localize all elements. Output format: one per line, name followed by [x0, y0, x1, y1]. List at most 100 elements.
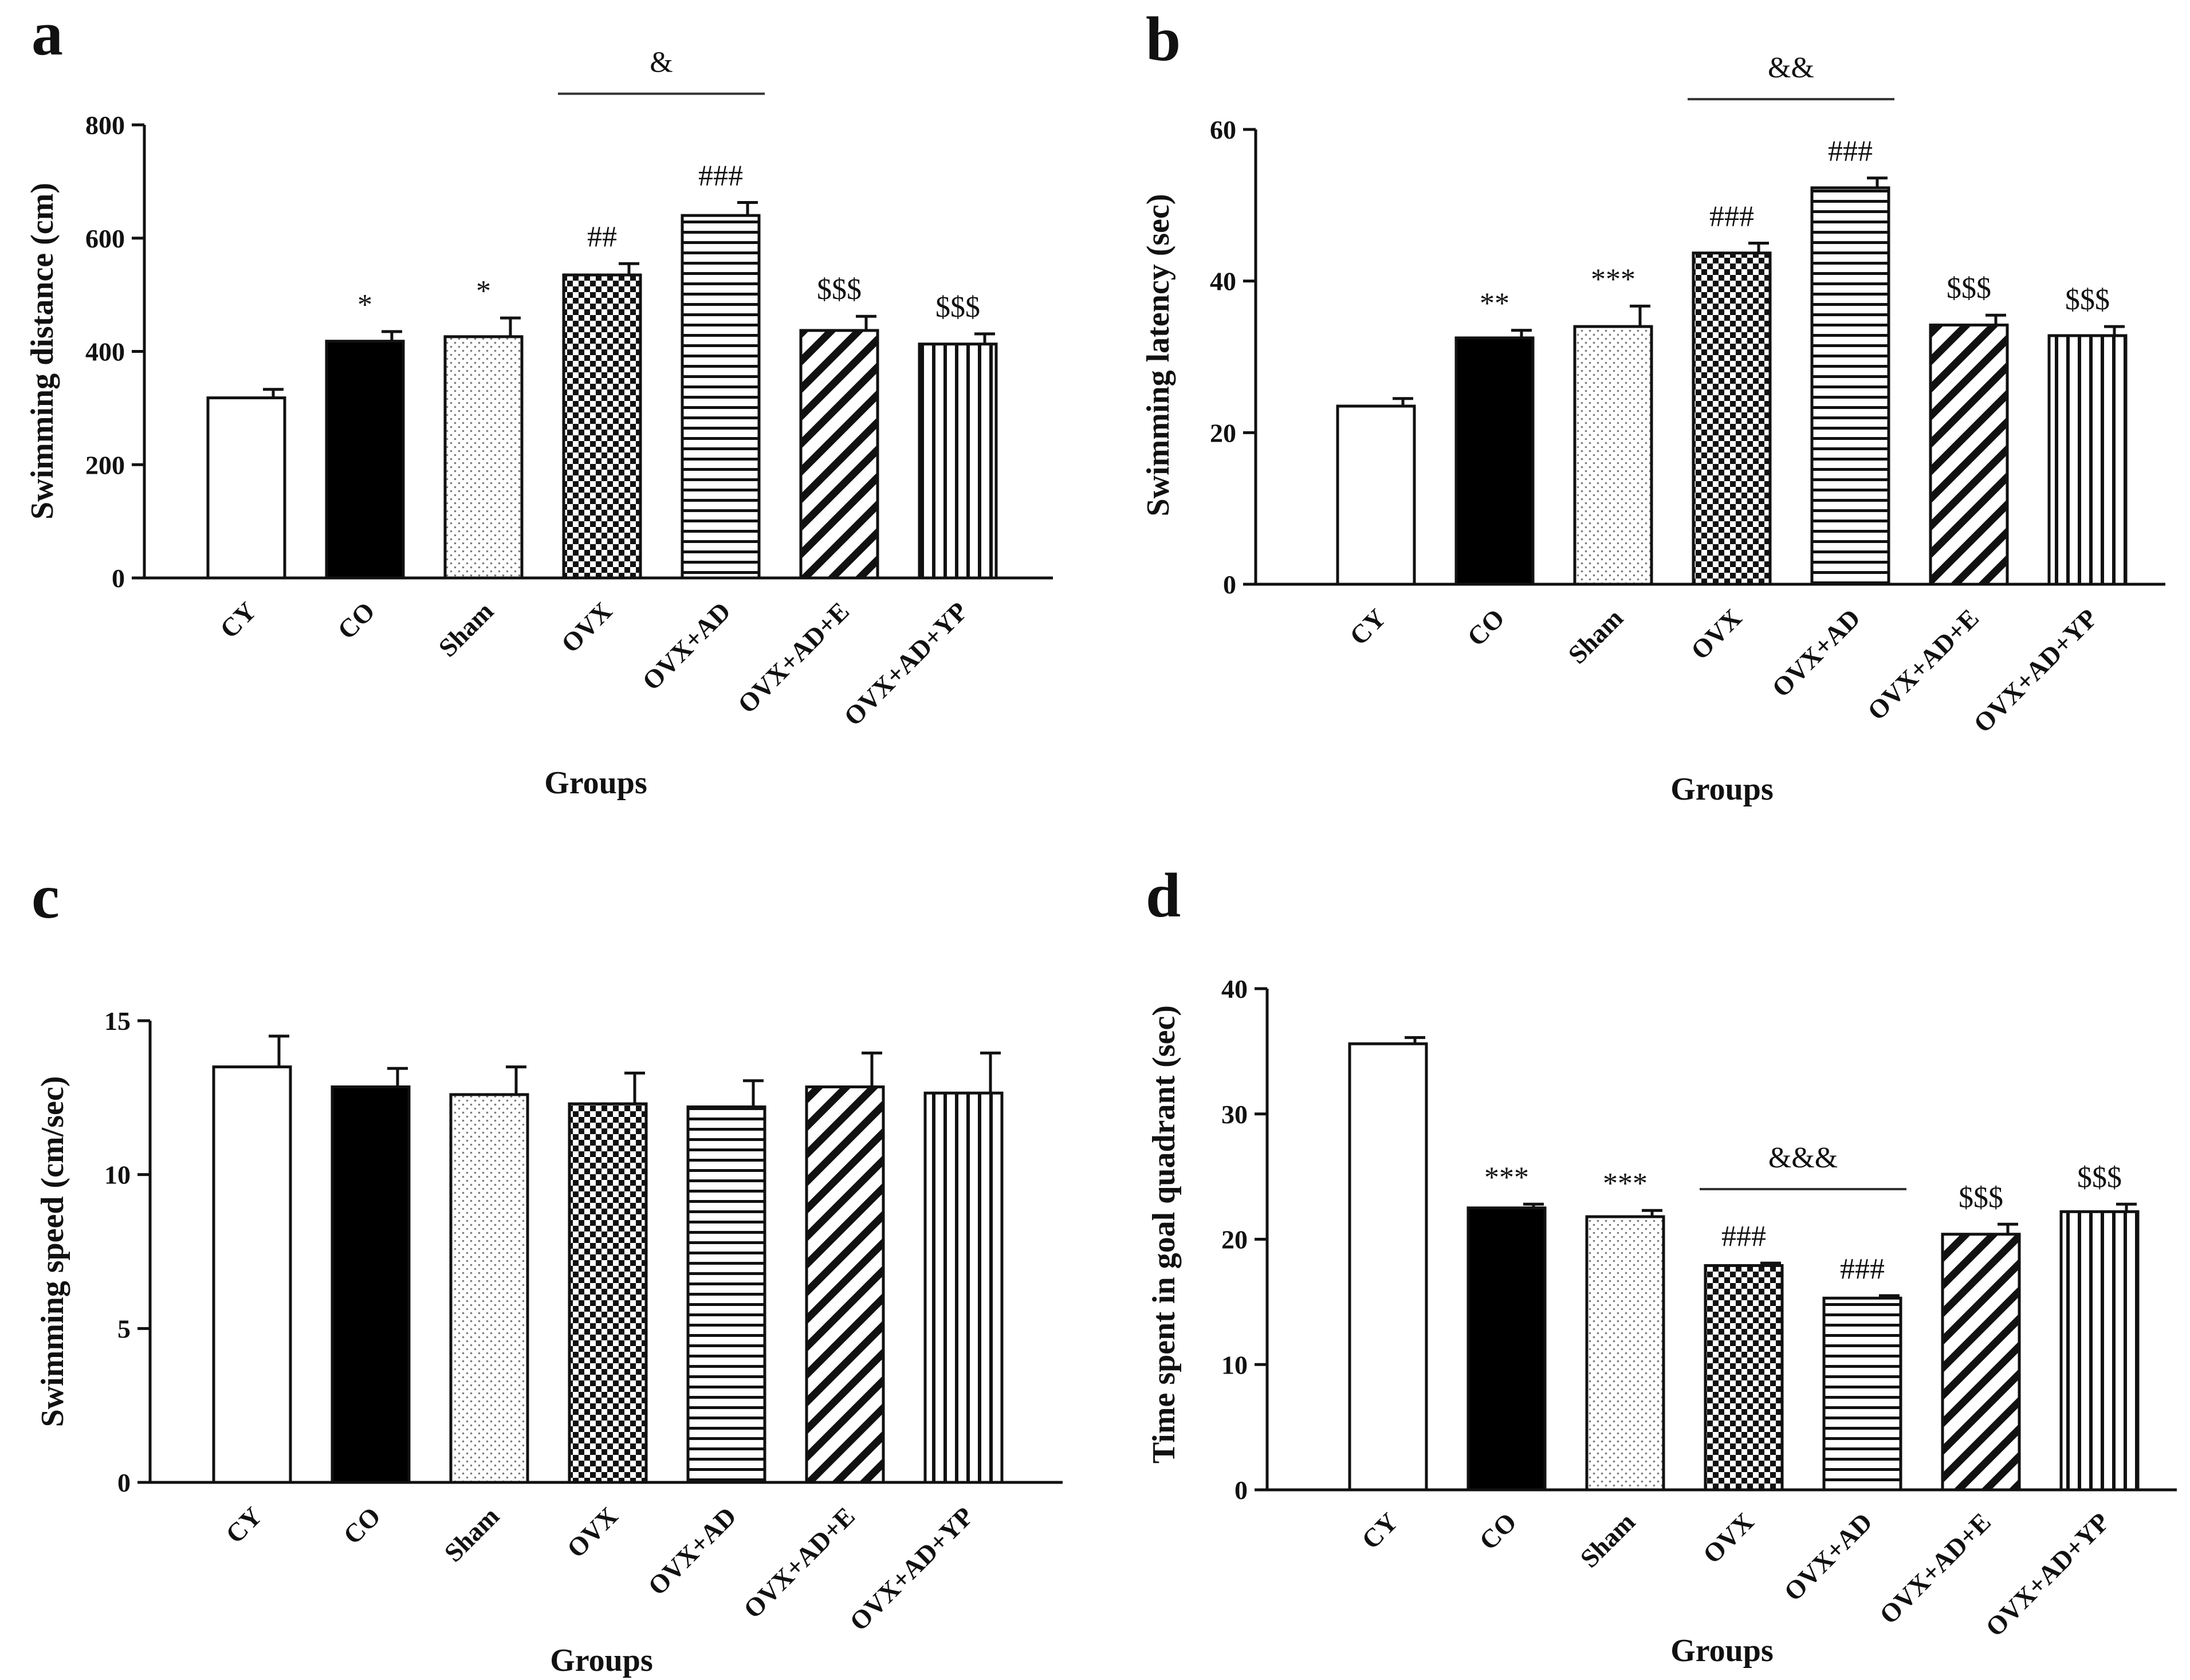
bar: [568, 1102, 648, 1484]
panel-letter: c: [32, 861, 60, 931]
category-label: OVX+AD+YP: [1980, 1507, 2115, 1642]
x-axis-title: Groups: [1670, 1633, 1773, 1669]
y-tick-label: 0: [117, 1468, 131, 1497]
significance-label: $$$: [1947, 272, 1991, 305]
panel-letter: a: [32, 0, 63, 68]
category-label: CO: [1473, 1507, 1522, 1556]
y-tick-label: 5: [117, 1314, 131, 1343]
category-label: OVX+AD+YP: [1968, 603, 2103, 738]
y-tick-label: 15: [104, 1006, 131, 1036]
y-tick-label: 20: [1210, 418, 1236, 447]
category-label: OVX+AD+YP: [844, 1501, 979, 1636]
y-tick-label: 10: [1221, 1350, 1248, 1379]
bracket-label: &&: [1768, 52, 1814, 84]
category-label: OVX: [1685, 603, 1747, 665]
category-label: Sham: [433, 596, 499, 663]
significance-label: ***: [1484, 1161, 1529, 1194]
bar: [2059, 1210, 2140, 1492]
category-label: CO: [1461, 603, 1510, 652]
bar: [331, 1085, 411, 1484]
category-label: OVX+AD: [1778, 1507, 1878, 1607]
significance-label: ###: [1840, 1253, 1885, 1285]
y-tick-label: 0: [112, 564, 125, 593]
y-tick-label: 40: [1221, 974, 1248, 1004]
y-tick-label: 30: [1221, 1100, 1248, 1129]
bar: [1585, 1215, 1665, 1492]
category-label: CY: [1356, 1507, 1403, 1555]
y-tick-label: 60: [1210, 115, 1236, 144]
bar: [918, 343, 998, 580]
significance-label: ###: [698, 159, 743, 192]
significance-label: ***: [1603, 1167, 1648, 1200]
significance-label: *: [476, 275, 491, 308]
significance-label: *: [357, 289, 372, 321]
bar: [1810, 186, 1890, 586]
bar: [1929, 323, 2009, 586]
y-axis-title: Swimming speed (cm/sec): [35, 1076, 70, 1427]
bar: [206, 396, 286, 580]
y-tick-label: 10: [104, 1160, 131, 1190]
y-tick-label: 200: [85, 450, 125, 479]
bar: [1348, 1042, 1428, 1492]
chart-panel-a: a 0 200 400 600 800 Swimming distance (cm) Grou…: [25, 0, 1053, 801]
significance-label: $$$: [2065, 284, 2110, 316]
bar: [449, 1093, 529, 1484]
y-tick-label: 0: [1234, 1476, 1248, 1505]
bar: [562, 273, 642, 580]
bar: [325, 340, 405, 580]
bar: [443, 335, 524, 580]
category-label: OVX+AD+E: [1874, 1507, 1996, 1630]
bar: [1941, 1233, 2021, 1492]
significance-label: **: [1480, 288, 1509, 320]
category-label: OVX+AD+E: [738, 1501, 860, 1624]
category-label: CO: [332, 596, 380, 645]
bar: [799, 329, 879, 580]
category-label: OVX+AD+E: [1862, 603, 1984, 726]
bar: [2047, 334, 2128, 586]
y-tick-label: 40: [1210, 267, 1236, 296]
y-axis-title: Swimming distance (cm): [25, 183, 60, 520]
chart-panel-d: d 0 10 20 30 40 Time spent in goal quadrant (s…: [1146, 860, 2177, 1669]
significance-label: ***: [1591, 263, 1635, 296]
bar: [1692, 251, 1772, 586]
bar: [1466, 1206, 1547, 1492]
significance-label: ##: [587, 221, 617, 253]
y-axis-title: Time spent in goal quadrant (sec): [1146, 1005, 1182, 1463]
y-axis-title: Swimming latency (sec): [1141, 194, 1176, 516]
y-tick-label: 0: [1223, 570, 1236, 599]
category-label: OVX: [556, 596, 618, 658]
category-label: CY: [1344, 603, 1391, 651]
significance-label: $$$: [1959, 1181, 2003, 1214]
y-tick-label: 800: [85, 111, 125, 140]
category-label: Sham: [1562, 603, 1629, 670]
category-label: OVX+AD+E: [732, 596, 855, 719]
bar: [1573, 325, 1653, 586]
category-label: OVX: [561, 1501, 623, 1563]
category-label: CY: [220, 1501, 268, 1549]
category-label: OVX+AD: [1766, 603, 1866, 703]
bar: [805, 1085, 885, 1484]
y-tick-label: 20: [1221, 1225, 1248, 1254]
bracket-label: &: [650, 46, 673, 79]
chart-panel-c: c 0 5 10 15 Swimming speed (cm/sec) Groups CY CO…: [32, 861, 1063, 1678]
significance-label: ###: [1828, 135, 1873, 168]
significance-label: $$$: [2077, 1161, 2122, 1194]
bar: [212, 1065, 292, 1484]
bar: [1336, 404, 1416, 586]
category-label: OVX: [1697, 1507, 1759, 1569]
category-label: CO: [337, 1501, 386, 1550]
x-axis-title: Groups: [550, 1643, 652, 1678]
significance-label: ###: [1709, 200, 1754, 233]
bar: [1704, 1264, 1784, 1492]
y-tick-label: 600: [85, 224, 125, 253]
category-label: Sham: [438, 1501, 505, 1568]
panel-letter: b: [1146, 4, 1181, 74]
category-label: OVX+AD: [642, 1501, 742, 1601]
bar: [923, 1091, 1004, 1484]
category-label: OVX+AD: [636, 596, 736, 696]
significance-label: ###: [1721, 1220, 1766, 1253]
y-tick-label: 400: [85, 337, 125, 367]
category-label: Sham: [1574, 1507, 1641, 1573]
significance-label: $$$: [935, 291, 980, 324]
category-label: OVX+AD+YP: [838, 596, 973, 731]
